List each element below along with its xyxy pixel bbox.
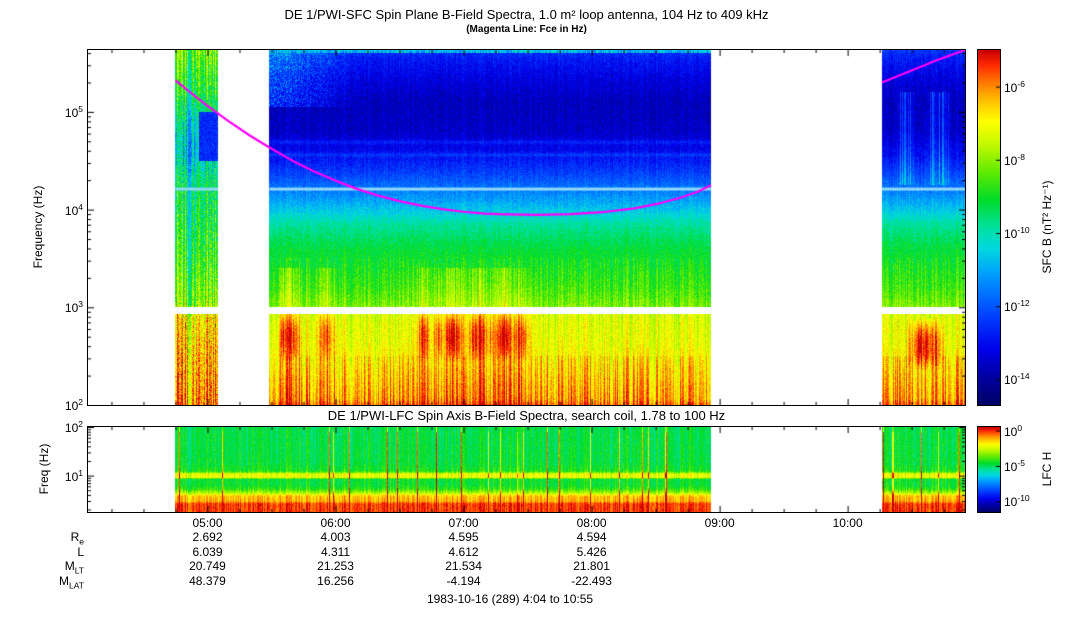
lfc-colorbar-tick-label: 10-5 <box>1004 457 1025 474</box>
lfc-ytick-label: 101 <box>64 467 83 484</box>
ephemeris-value: 21.253 <box>317 559 354 573</box>
lfc-ytick-label: 102 <box>64 419 83 435</box>
ephemeris-value: 6.039 <box>192 544 223 559</box>
sfc-ytick-label: 104 <box>64 201 83 218</box>
lfc-colorbar-tick-label: 10-10 <box>1004 493 1030 510</box>
time-range-caption: 1983-10-16 (289) 4:04 to 10:55 <box>426 592 594 606</box>
ephemeris-row-label: Re <box>70 530 84 547</box>
lfc-colorbar <box>977 426 1001 513</box>
lfc-spectrogram <box>87 426 966 513</box>
sfc-colorbar-tick-label: 10-14 <box>1004 371 1030 388</box>
ephemeris-value: 4.612 <box>448 544 479 559</box>
time-tick-label: 09:00 <box>704 516 735 530</box>
ephemeris-value: 4.311 <box>320 544 351 559</box>
ephemeris-value: 48.379 <box>189 573 226 588</box>
sfc-colorbar-tick-label: 10-10 <box>1004 224 1030 241</box>
ephemeris-value: 20.749 <box>189 559 226 573</box>
sfc-title: DE 1/PWI-SFC Spin Plane B-Field Spectra,… <box>284 7 769 22</box>
time-tick-label: 06:00 <box>320 516 351 530</box>
sfc-colorbar-tick-label: 10-8 <box>1004 151 1025 168</box>
ephemeris-row-label: L <box>77 544 84 559</box>
lfc-colorbar-tick-label: 100 <box>1004 422 1023 439</box>
sfc-subtitle: (Magenta Line: Fce in Hz) <box>466 24 587 35</box>
sfc-spectrogram <box>87 49 966 406</box>
ephemeris-value: 21.534 <box>445 559 482 573</box>
ephemeris-value: 4.003 <box>320 530 351 544</box>
ephemeris-value: 16.256 <box>317 573 354 588</box>
ephemeris-row-label: MLT <box>64 559 84 576</box>
sfc-colorbar-tick-label: 10-12 <box>1004 298 1030 315</box>
ephemeris-value: -22.493 <box>571 573 612 588</box>
ephemeris-value: 4.594 <box>576 530 607 544</box>
ephemeris-value: 2.692 <box>192 530 223 544</box>
sfc-colorbar-tick-label: 10-6 <box>1004 78 1025 95</box>
time-tick-label: 07:00 <box>448 516 479 530</box>
ephemeris-row-label: MLAT <box>59 573 84 590</box>
lfc-ylabel: Freq (Hz) <box>37 443 51 495</box>
sfc-colorbar <box>977 49 1001 406</box>
sfc-ytick-label: 105 <box>64 103 83 120</box>
sfc-ytick-label: 103 <box>64 299 83 316</box>
time-tick-label: 10:00 <box>832 516 863 530</box>
ephemeris-value: 21.801 <box>573 559 610 573</box>
lfc-title: DE 1/PWI-LFC Spin Axis B-Field Spectra, … <box>327 408 726 423</box>
sfc-ytick-label: 102 <box>64 397 83 413</box>
sfc-colorbar-label: SFC B (nT² Hz⁻¹) <box>1040 180 1054 274</box>
time-tick-label: 08:00 <box>576 516 607 530</box>
ephemeris-value: 4.595 <box>448 530 479 544</box>
time-tick-label: 05:00 <box>192 516 223 530</box>
lfc-colorbar-label: LFC H <box>1040 451 1054 487</box>
sfc-ylabel: Frequency (Hz) <box>31 185 45 269</box>
ephemeris-value: 5.426 <box>576 544 607 559</box>
ephemeris-value: -4.194 <box>446 573 481 588</box>
